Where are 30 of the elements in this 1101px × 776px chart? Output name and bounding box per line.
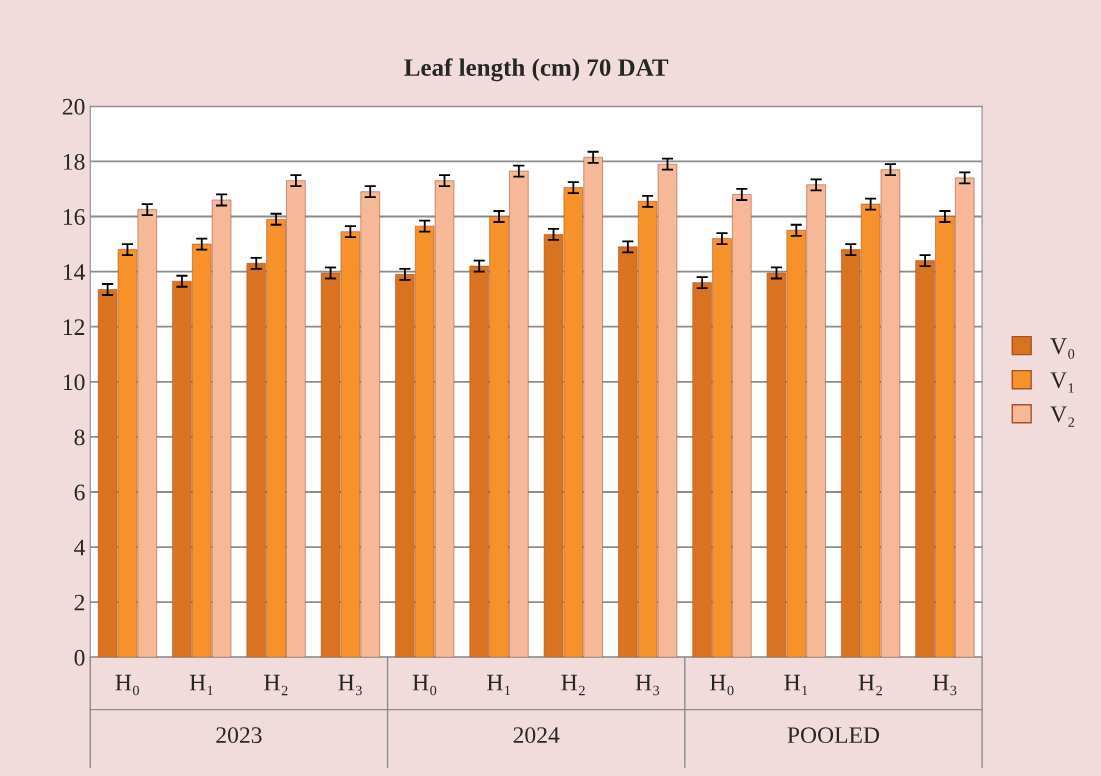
legend-label: V₀: [1050, 338, 1075, 359]
x-tick-label: H₀: [412, 674, 437, 696]
y-tick-label: 10: [63, 374, 85, 391]
x-tick-label: H₂: [264, 674, 288, 696]
text: POOLED: [787, 727, 880, 744]
y-tick-label: 8: [74, 429, 85, 446]
legend-label: V₁: [1050, 372, 1074, 393]
x-tick-label: H₁: [487, 674, 511, 696]
legend-label: V₂: [1050, 406, 1075, 427]
text: 2024: [513, 727, 560, 744]
x-tick-label: H₂: [561, 674, 585, 696]
y-tick-label: 14: [63, 264, 86, 280]
y-tick-label: 20: [62, 98, 85, 115]
x-tick-label: H₁: [189, 674, 213, 696]
y-tick-label: 2: [74, 594, 85, 611]
x-tick-label: H₂: [858, 674, 882, 696]
y-tick-label: 16: [63, 209, 85, 225]
x-tick-label: H₁: [784, 674, 808, 696]
x-tick-label: H₃: [338, 674, 362, 696]
x-tick-label: H₃: [932, 674, 957, 696]
x-tick-label: H₀: [115, 674, 139, 696]
x-tick-label: H₃: [635, 674, 660, 696]
y-tick-label: 6: [74, 484, 85, 501]
text: 2023: [216, 727, 262, 744]
chart-title: Leaf length (cm) 70 DAT: [404, 58, 669, 82]
y-tick-label: 12: [63, 319, 85, 335]
y-tick-label: 0: [74, 649, 85, 666]
y-tick-label: 4: [74, 539, 86, 556]
x-tick-label: H₀: [710, 674, 734, 696]
y-tick-label: 18: [63, 153, 85, 170]
